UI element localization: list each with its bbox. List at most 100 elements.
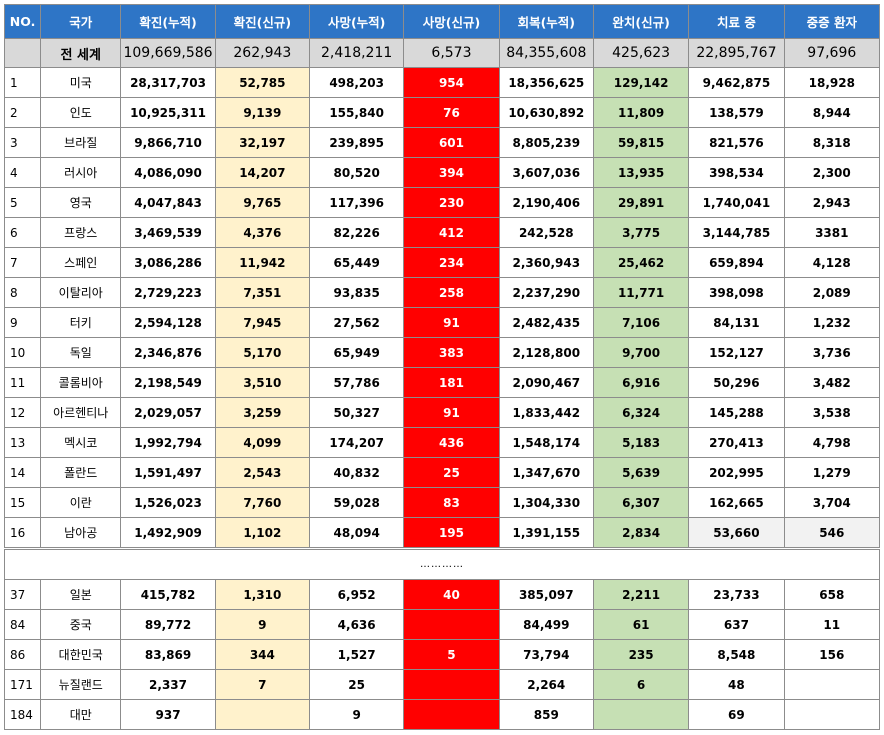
new-cases-cell: 5,170 xyxy=(214,337,311,368)
table-row: 16 남아공 1,492,909 1,102 48,094 195 1,391,155 2,8… xyxy=(3,517,881,549)
critical-cell: 156 xyxy=(783,639,881,670)
new-recovered-cell: 6 xyxy=(592,669,690,700)
country-cell: 브라질 xyxy=(40,127,122,158)
row-no-cell: 6 xyxy=(3,217,42,248)
cum-deaths-cell: 117,396 xyxy=(308,187,405,218)
row-no-cell: 12 xyxy=(3,397,42,428)
new-cases-cell: 1,102 xyxy=(214,517,311,549)
header-no: NO. xyxy=(3,4,42,39)
country-cell: 멕시코 xyxy=(40,427,122,458)
cum-cases-cell: 1,992,794 xyxy=(120,427,216,458)
critical-cell: 3,538 xyxy=(783,397,881,428)
critical-cell: 11 xyxy=(783,609,881,640)
table-row: 171 뉴질랜드 2,337 7 25 2,264 6 48 xyxy=(3,669,881,700)
header-active: 치료 중 xyxy=(688,4,785,39)
active-cell: 84,131 xyxy=(688,307,785,338)
cum-cases-cell: 89,772 xyxy=(120,609,216,640)
cum-recovered-cell: 1,304,330 xyxy=(498,487,594,518)
row-no-cell: 171 xyxy=(3,669,42,700)
active-cell: 659,894 xyxy=(688,247,785,278)
critical-cell: 2,300 xyxy=(783,157,881,188)
country-cell: 스페인 xyxy=(40,247,122,278)
world-new-recovered: 425,623 xyxy=(592,38,690,68)
cum-recovered-cell: 2,090,467 xyxy=(498,367,594,398)
critical-cell: 8,944 xyxy=(783,97,881,128)
cum-cases-cell: 937 xyxy=(120,699,216,730)
new-recovered-cell: 61 xyxy=(592,609,690,640)
cum-recovered-cell: 3,607,036 xyxy=(498,157,594,188)
country-cell: 러시아 xyxy=(40,157,122,188)
cum-cases-cell: 10,925,311 xyxy=(120,97,216,128)
table-row: 84 중국 89,772 9 4,636 84,499 61 637 11 xyxy=(3,609,881,640)
table-row: 3 브라질 9,866,710 32,197 239,895 601 8,805,239 59… xyxy=(3,127,881,158)
new-recovered-cell: 5,639 xyxy=(592,457,690,488)
cum-deaths-cell: 498,203 xyxy=(308,67,405,98)
cum-deaths-cell: 57,786 xyxy=(308,367,405,398)
table-row: 37 일본 415,782 1,310 6,952 40 385,097 2,211 23,73… xyxy=(3,579,881,610)
country-cell: 중국 xyxy=(40,609,122,640)
cum-recovered-cell: 2,482,435 xyxy=(498,307,594,338)
new-recovered-cell: 3,775 xyxy=(592,217,690,248)
country-cell: 독일 xyxy=(40,337,122,368)
new-cases-cell: 4,376 xyxy=(214,217,311,248)
critical-cell: 658 xyxy=(783,579,881,610)
table-row: 14 폴란드 1,591,497 2,543 40,832 25 1,347,670 5,63… xyxy=(3,457,881,488)
cum-cases-cell: 1,492,909 xyxy=(120,517,216,549)
cum-deaths-cell: 65,949 xyxy=(308,337,405,368)
new-recovered-cell: 13,935 xyxy=(592,157,690,188)
new-deaths-cell: 83 xyxy=(403,487,500,518)
new-deaths-cell: 383 xyxy=(403,337,500,368)
row-no-cell: 9 xyxy=(3,307,42,338)
table-row: 7 스페인 3,086,286 11,942 65,449 234 2,360,943 25,… xyxy=(3,247,881,278)
cum-recovered-cell: 2,264 xyxy=(498,669,594,700)
cum-deaths-cell: 155,840 xyxy=(308,97,405,128)
cum-deaths-cell: 4,636 xyxy=(308,609,405,640)
row-no-cell: 14 xyxy=(3,457,42,488)
country-cell: 콜롬비아 xyxy=(40,367,122,398)
new-deaths-cell: 258 xyxy=(403,277,500,308)
new-cases-cell: 52,785 xyxy=(214,67,311,98)
table-row: 5 영국 4,047,843 9,765 117,396 230 2,190,406 29,8… xyxy=(3,187,881,218)
active-cell: 152,127 xyxy=(688,337,785,368)
cum-recovered-cell: 1,391,155 xyxy=(498,517,594,549)
cum-recovered-cell: 8,805,239 xyxy=(498,127,594,158)
new-deaths-cell: 394 xyxy=(403,157,500,188)
table-row: 8 이탈리아 2,729,223 7,351 93,835 258 2,237,290 11,… xyxy=(3,277,881,308)
cum-deaths-cell: 48,094 xyxy=(308,517,405,549)
new-recovered-cell: 9,700 xyxy=(592,337,690,368)
world-new-cases: 262,943 xyxy=(214,38,311,68)
cum-cases-cell: 2,198,549 xyxy=(120,367,216,398)
cum-recovered-cell: 2,128,800 xyxy=(498,337,594,368)
row-no-cell: 11 xyxy=(3,367,42,398)
new-cases-cell xyxy=(214,699,311,730)
header-cum-deaths: 사망(누적) xyxy=(308,4,405,39)
country-cell: 터키 xyxy=(40,307,122,338)
active-cell: 398,098 xyxy=(688,277,785,308)
new-recovered-cell: 6,324 xyxy=(592,397,690,428)
separator-dots: ………… xyxy=(4,547,880,580)
critical-cell: 8,318 xyxy=(783,127,881,158)
cum-recovered-cell: 18,356,625 xyxy=(498,67,594,98)
new-deaths-cell: 181 xyxy=(403,367,500,398)
cum-deaths-cell: 40,832 xyxy=(308,457,405,488)
new-deaths-cell: 601 xyxy=(403,127,500,158)
row-no-cell: 84 xyxy=(3,609,42,640)
country-cell: 인도 xyxy=(40,97,122,128)
new-cases-cell: 3,510 xyxy=(214,367,311,398)
cum-recovered-cell: 10,630,892 xyxy=(498,97,594,128)
row-no-cell: 86 xyxy=(3,639,42,670)
separator-row: ………… xyxy=(4,547,880,580)
new-cases-cell: 7,760 xyxy=(214,487,311,518)
new-deaths-cell xyxy=(403,609,500,640)
new-deaths-cell xyxy=(403,669,500,700)
active-cell: 23,733 xyxy=(688,579,785,610)
row-no-cell: 8 xyxy=(3,277,42,308)
active-cell: 162,665 xyxy=(688,487,785,518)
world-no-cell xyxy=(3,38,42,68)
active-cell: 637 xyxy=(688,609,785,640)
cum-cases-cell: 28,317,703 xyxy=(120,67,216,98)
cum-cases-cell: 1,526,023 xyxy=(120,487,216,518)
active-cell: 9,462,875 xyxy=(688,67,785,98)
header-cum-cases: 확진(누적) xyxy=(120,4,216,39)
new-cases-cell: 3,259 xyxy=(214,397,311,428)
